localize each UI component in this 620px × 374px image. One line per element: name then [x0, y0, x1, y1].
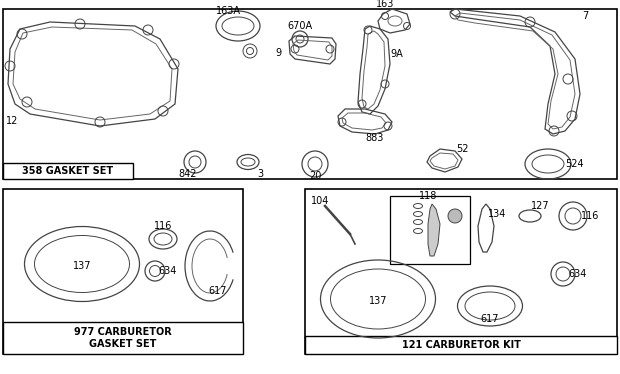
Bar: [3, 163, 133, 179]
Text: 842: 842: [179, 169, 197, 179]
Text: 634: 634: [159, 266, 177, 276]
Bar: [3, 9, 617, 179]
Text: 118: 118: [419, 191, 437, 201]
Text: 358 GASKET SET: 358 GASKET SET: [22, 166, 113, 176]
Bar: [390, 196, 470, 264]
Text: 127: 127: [531, 201, 549, 211]
Circle shape: [448, 209, 462, 223]
Text: 9A: 9A: [391, 49, 404, 59]
Text: 617: 617: [209, 286, 228, 296]
Bar: [305, 189, 617, 354]
Text: 116: 116: [154, 221, 172, 231]
Text: 137: 137: [369, 296, 388, 306]
Text: 116: 116: [581, 211, 599, 221]
Text: 670A: 670A: [288, 21, 312, 31]
Text: 524: 524: [565, 159, 584, 169]
Text: 3: 3: [257, 169, 263, 179]
Text: 20: 20: [309, 171, 321, 181]
Text: 7: 7: [582, 11, 588, 21]
Text: 163: 163: [376, 0, 394, 9]
Text: 137: 137: [73, 261, 91, 271]
Text: 9: 9: [275, 48, 281, 58]
Text: 104: 104: [311, 196, 329, 206]
Polygon shape: [428, 204, 440, 256]
Text: 977 CARBURETOR
GASKET SET: 977 CARBURETOR GASKET SET: [74, 327, 172, 349]
Text: 163A: 163A: [216, 6, 241, 16]
Bar: [305, 336, 617, 354]
Text: 134: 134: [488, 209, 506, 219]
Text: 634: 634: [569, 269, 587, 279]
Text: 12: 12: [6, 116, 18, 126]
Text: 52: 52: [456, 144, 468, 154]
Text: 121 CARBURETOR KIT: 121 CARBURETOR KIT: [402, 340, 520, 350]
Bar: [3, 189, 243, 354]
Text: 617: 617: [480, 314, 499, 324]
Text: 883: 883: [366, 133, 384, 143]
Bar: [3, 322, 243, 354]
